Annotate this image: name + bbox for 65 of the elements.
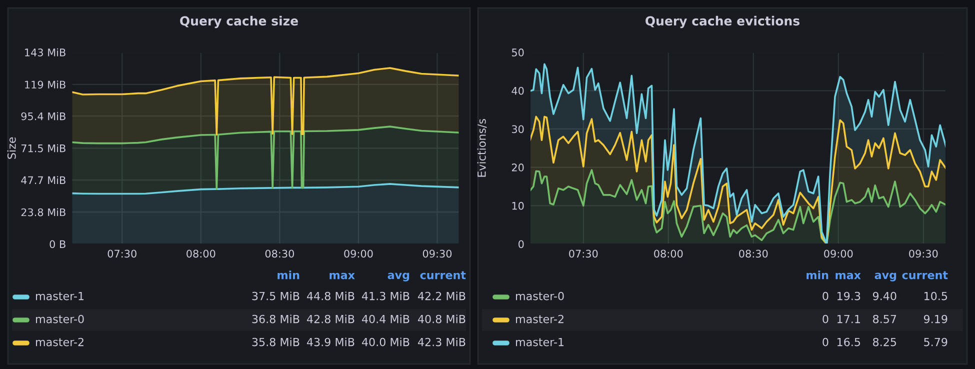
text: 17.1 bbox=[837, 314, 860, 324]
text: 42.8 MiB bbox=[306, 314, 354, 324]
legend-label: master-0 bbox=[36, 314, 84, 324]
text: 9.40 bbox=[872, 292, 896, 300]
x-tick-label: 09:00 bbox=[344, 250, 373, 258]
x-tick-label: 08:00 bbox=[654, 250, 683, 258]
y-tick-label: 95.4 MiB bbox=[21, 112, 66, 120]
x-tick-label: 09:30 bbox=[422, 250, 452, 258]
text: 43.9 MiB bbox=[306, 338, 354, 346]
text: 8.25 bbox=[873, 338, 896, 346]
legend-label: master-1 bbox=[36, 292, 84, 300]
y-tick-label: 30 bbox=[512, 125, 524, 134]
y-axis-title: Size bbox=[7, 137, 16, 159]
text: 0 bbox=[822, 314, 828, 324]
y-tick-label: 50 bbox=[512, 48, 524, 56]
text: 10.5 bbox=[924, 292, 948, 300]
y-tick-label: 47.7 MiB bbox=[21, 176, 66, 184]
y-tick-label: 143 MiB bbox=[25, 48, 66, 56]
x-tick-label: 07:30 bbox=[569, 250, 598, 258]
legend-label: master-1 bbox=[516, 338, 564, 346]
text: 35.8 MiB bbox=[252, 338, 300, 346]
x-tick-label: 09:30 bbox=[909, 250, 938, 258]
text: 41.3 MiB bbox=[362, 292, 410, 300]
text: 0 bbox=[822, 292, 828, 300]
text: min bbox=[278, 270, 300, 280]
y-tick-label: 40 bbox=[512, 86, 524, 95]
legend-label: master-2 bbox=[36, 338, 84, 346]
text: 16.5 bbox=[837, 338, 860, 346]
x-tick-label: 09:00 bbox=[824, 250, 853, 258]
y-tick-label: 71.5 MiB bbox=[21, 144, 66, 152]
text: 8.57 bbox=[873, 314, 896, 324]
text: 42.3 MiB bbox=[418, 338, 466, 346]
y-tick-label: 20 bbox=[512, 164, 524, 172]
text: current bbox=[420, 271, 466, 280]
text: 0 bbox=[822, 338, 828, 346]
text: 40.0 MiB bbox=[362, 338, 410, 346]
text: 42.2 MiB bbox=[418, 292, 466, 300]
y-axis-title: Evictions/s bbox=[477, 118, 487, 177]
text: 36.8 MiB bbox=[252, 314, 300, 324]
legend-label: master-2 bbox=[516, 314, 564, 324]
y-tick-label: 10 bbox=[512, 202, 524, 210]
text: 5.79 bbox=[924, 338, 948, 346]
text: max bbox=[836, 272, 861, 280]
y-tick-label: 0 bbox=[518, 240, 524, 248]
text: 9.19 bbox=[924, 314, 948, 324]
text: avg bbox=[388, 272, 410, 282]
text: avg bbox=[874, 272, 896, 282]
text: 44.8 MiB bbox=[306, 292, 354, 300]
chart-title: Query cache evictions bbox=[646, 16, 800, 28]
text: current bbox=[902, 271, 948, 280]
text: 37.5 MiB bbox=[252, 292, 300, 300]
text: 19.3 bbox=[837, 292, 860, 300]
text: min bbox=[806, 270, 828, 280]
x-tick-label: 07:30 bbox=[108, 250, 136, 258]
legend-label: master-0 bbox=[516, 292, 564, 300]
text: 40.8 MiB bbox=[418, 314, 466, 324]
y-tick-label: 119 MiB bbox=[25, 80, 66, 89]
x-tick-label: 08:30 bbox=[265, 250, 294, 258]
y-tick-label: 0 B bbox=[50, 240, 66, 248]
text: 40.4 MiB bbox=[362, 314, 410, 324]
text: max bbox=[330, 272, 355, 280]
x-tick-label: 08:30 bbox=[739, 250, 768, 258]
x-tick-label: 08:00 bbox=[186, 250, 216, 258]
chart-title: Query cache size bbox=[180, 16, 298, 28]
y-tick-label: 23.8 MiB bbox=[21, 208, 66, 216]
